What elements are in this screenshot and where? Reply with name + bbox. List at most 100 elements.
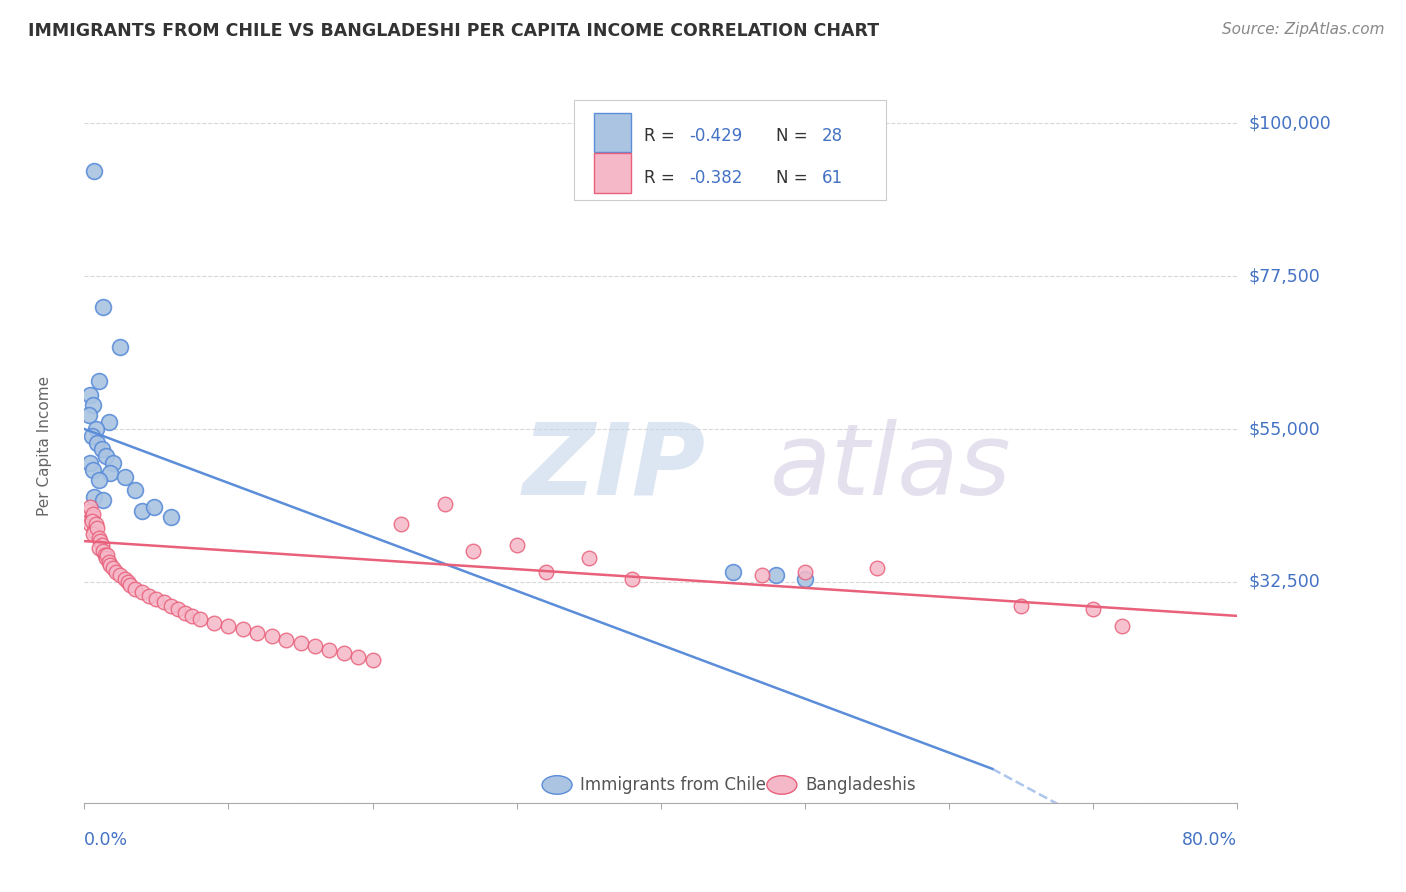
Point — [80, 510, 103, 524]
Point — [82, 463, 104, 477]
Point — [87, 541, 110, 555]
Text: 0.0%: 0.0% — [84, 831, 128, 849]
Point — [80, 514, 103, 528]
Point — [117, 574, 139, 589]
Point — [96, 548, 118, 562]
Point — [174, 606, 197, 620]
Text: Source: ZipAtlas.com: Source: ZipAtlas.com — [1222, 22, 1385, 37]
Point — [82, 527, 104, 541]
Point — [86, 520, 108, 534]
Point — [79, 388, 101, 402]
Point — [87, 375, 110, 389]
Point — [218, 619, 240, 633]
Point — [138, 589, 160, 603]
Bar — [593, 112, 631, 152]
Point — [232, 623, 254, 637]
Point — [145, 591, 167, 606]
Point — [276, 632, 298, 647]
Point — [167, 602, 190, 616]
Point — [202, 615, 225, 630]
Circle shape — [766, 776, 797, 794]
Point — [506, 537, 529, 551]
Point — [578, 551, 600, 566]
Point — [79, 500, 101, 515]
Point — [751, 568, 773, 582]
Point — [290, 636, 312, 650]
Point — [77, 503, 100, 517]
Text: -0.382: -0.382 — [690, 169, 742, 187]
Point — [105, 565, 128, 579]
Point — [114, 469, 136, 483]
Text: $55,000: $55,000 — [1249, 420, 1320, 438]
Point — [83, 490, 105, 504]
Text: ZIP: ZIP — [523, 419, 706, 516]
Point — [124, 483, 146, 498]
Text: 28: 28 — [823, 127, 844, 145]
Point — [765, 568, 787, 582]
Point — [246, 626, 269, 640]
Text: IMMIGRANTS FROM CHILE VS BANGLADESHI PER CAPITA INCOME CORRELATION CHART: IMMIGRANTS FROM CHILE VS BANGLADESHI PER… — [28, 22, 879, 40]
Point — [94, 449, 117, 463]
Point — [866, 561, 889, 575]
Point — [83, 163, 105, 178]
Point — [79, 517, 101, 532]
Point — [347, 649, 370, 664]
Point — [110, 341, 132, 355]
Point — [90, 442, 112, 457]
Point — [80, 429, 103, 443]
Bar — [593, 153, 631, 193]
Point — [82, 398, 104, 412]
Point — [77, 409, 100, 423]
Text: atlas: atlas — [770, 419, 1012, 516]
Point — [621, 572, 644, 586]
Point — [94, 551, 117, 566]
Point — [87, 531, 110, 545]
Point — [1083, 602, 1105, 616]
Point — [131, 503, 153, 517]
Point — [794, 565, 817, 579]
Point — [82, 507, 104, 521]
Point — [98, 558, 121, 572]
Point — [534, 565, 557, 579]
Point — [97, 415, 120, 429]
Text: 80.0%: 80.0% — [1182, 831, 1237, 849]
Text: $77,500: $77,500 — [1249, 267, 1320, 285]
Point — [794, 572, 817, 586]
Point — [97, 555, 120, 569]
Point — [318, 643, 340, 657]
Text: Per Capita Income: Per Capita Income — [37, 376, 52, 516]
Text: N =: N = — [776, 127, 813, 145]
Point — [333, 646, 356, 660]
Point — [142, 500, 165, 515]
Point — [79, 456, 101, 470]
Point — [721, 565, 744, 579]
Text: $32,500: $32,500 — [1249, 573, 1320, 591]
Text: R =: R = — [644, 169, 679, 187]
FancyBboxPatch shape — [575, 100, 886, 200]
Point — [124, 582, 146, 596]
Point — [304, 640, 326, 654]
Point — [391, 517, 413, 532]
Point — [1111, 619, 1133, 633]
Point — [91, 493, 114, 508]
Point — [93, 548, 115, 562]
Point — [91, 300, 114, 314]
Point — [131, 585, 153, 599]
Point — [103, 456, 124, 470]
Text: N =: N = — [776, 169, 813, 187]
Circle shape — [543, 776, 572, 794]
Point — [91, 544, 114, 558]
Text: R =: R = — [644, 127, 679, 145]
Point — [86, 435, 108, 450]
Point — [87, 473, 110, 487]
Point — [181, 608, 204, 623]
Text: Immigrants from Chile: Immigrants from Chile — [581, 776, 766, 794]
Point — [98, 466, 121, 480]
Point — [463, 544, 485, 558]
Text: Bangladeshis: Bangladeshis — [806, 776, 915, 794]
Point — [114, 572, 136, 586]
Text: -0.429: -0.429 — [690, 127, 742, 145]
Point — [110, 568, 132, 582]
Point — [83, 524, 105, 538]
Point — [1010, 599, 1032, 613]
